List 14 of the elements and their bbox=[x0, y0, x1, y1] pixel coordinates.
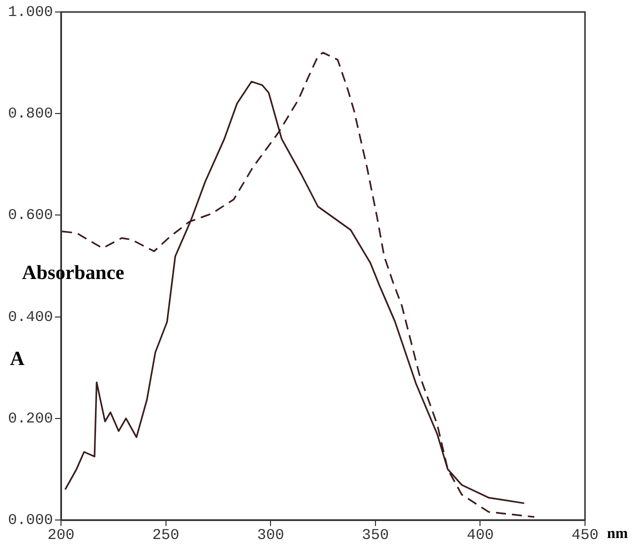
x-tick-label: 250 bbox=[152, 526, 180, 544]
y-tick-label: 0.200 bbox=[8, 410, 54, 428]
x-tick-label: 200 bbox=[48, 526, 75, 544]
y-tick-label: 0.400 bbox=[8, 308, 54, 326]
x-tick-label: 450 bbox=[571, 526, 599, 544]
y-tick-label: 0.600 bbox=[8, 207, 54, 224]
y-tick-label: 0.000 bbox=[8, 512, 54, 529]
x-axis-title: nm bbox=[607, 526, 628, 542]
x-tick-label: 300 bbox=[257, 526, 284, 544]
y-tick-label: 1.000 bbox=[8, 4, 54, 21]
text: A bbox=[10, 348, 25, 370]
x-tick-label: 400 bbox=[466, 526, 494, 544]
y-tick-label: 0.800 bbox=[8, 106, 54, 123]
x-tick-label: 350 bbox=[362, 526, 389, 544]
